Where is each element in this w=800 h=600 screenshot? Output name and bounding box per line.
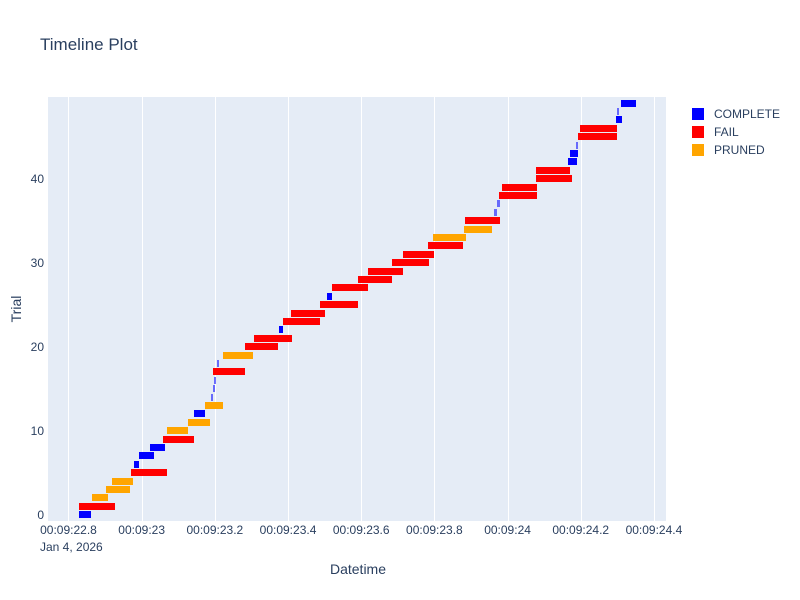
timeline-bar-trial-10[interactable] [166,427,189,435]
legend-swatch-icon [692,126,704,138]
timeline-bar-trial-15[interactable] [212,385,215,393]
x-gridline [141,97,143,521]
timeline-bar-trial-0[interactable] [79,511,91,519]
timeline-bar-trial-20[interactable] [244,343,278,351]
timeline-bar-trial-28[interactable] [357,276,392,284]
timeline-bar-trial-33[interactable] [432,234,466,242]
x-tick-label: 00:09:24 [484,523,531,537]
legend-label: FAIL [714,125,739,139]
timeline-bar-trial-24[interactable] [290,309,325,317]
timeline-bar-trial-9[interactable] [162,435,194,443]
timeline-bar-trial-39[interactable] [501,183,537,191]
timeline-bar-trial-49[interactable] [620,99,636,107]
timeline-bar-trial-8[interactable] [150,444,166,451]
timeline-bar-trial-1[interactable] [79,502,115,510]
timeline-bar-trial-4[interactable] [112,477,133,485]
timeline-bar-trial-34[interactable] [464,225,492,233]
timeline-bar-trial-29[interactable] [367,267,403,275]
timeline-bar-trial-14[interactable] [210,393,213,401]
timeline-bar-trial-42[interactable] [567,158,578,166]
timeline-bar-trial-36[interactable] [494,208,497,216]
timeline-bar-trial-23[interactable] [282,318,320,325]
timeline-bar-trial-3[interactable] [105,486,130,493]
y-tick-label: 0 [37,507,44,522]
legend-item-complete[interactable]: COMPLETE [692,107,781,121]
timeline-bar-trial-46[interactable] [579,124,617,132]
timeline-bar-trial-21[interactable] [254,334,293,342]
x-tick-label: 00:09:23.6 [332,523,390,537]
legend: COMPLETE FAIL PRUNED [692,107,781,162]
y-tick-label: 10 [30,423,44,438]
timeline-bar-trial-47[interactable] [615,116,623,124]
x-gridline [653,97,655,521]
x-tick-label: 00:09:22.8 [40,523,97,537]
x-axis-title: Datetime [329,561,387,577]
x-axis-date-label: Jan 4, 2026 [40,540,103,554]
timeline-bar-trial-19[interactable] [222,351,253,359]
timeline-bar-trial-7[interactable] [139,452,155,460]
x-tick-label: 00:09:23.2 [186,523,244,537]
chart-title: Timeline Plot [40,35,138,54]
x-tick-label: 00:09:24.4 [625,523,683,537]
timeline-bar-trial-12[interactable] [193,410,205,418]
timeline-bar-trial-44[interactable] [575,141,578,149]
y-axis-title: Trial [8,295,24,323]
timeline-bar-trial-40[interactable] [535,175,572,183]
legend-label: PRUNED [714,143,765,157]
timeline-bar-trial-31[interactable] [402,250,434,258]
timeline-bar-trial-25[interactable] [319,301,358,309]
y-tick-label: 30 [30,255,44,270]
timeline-bar-trial-5[interactable] [131,469,167,477]
legend-swatch-icon [692,144,704,156]
x-gridline [214,97,216,521]
timeline-bar-trial-18[interactable] [217,360,220,367]
x-gridline [361,97,363,521]
x-tick-label: 00:09:24.2 [552,523,610,537]
timeline-bar-trial-37[interactable] [496,200,500,208]
legend-label: COMPLETE [714,107,781,121]
timeline-bar-trial-35[interactable] [464,217,500,225]
x-tick-label: 00:09:23.8 [406,523,463,537]
x-gridline [434,97,436,521]
timeline-bar-trial-43[interactable] [569,150,578,158]
timeline-bar-trial-6[interactable] [133,460,140,468]
timeline-bar-trial-26[interactable] [326,292,332,300]
legend-item-fail[interactable]: FAIL [692,125,780,139]
y-tick-label: 40 [30,171,44,186]
timeline-bar-trial-38[interactable] [498,192,537,200]
timeline-bar-trial-2[interactable] [91,494,108,502]
timeline-bar-trial-22[interactable] [278,326,283,334]
y-tick-label: 20 [30,339,44,354]
x-gridline [288,97,290,521]
legend-item-pruned[interactable]: PRUNED [692,143,780,157]
timeline-bar-trial-11[interactable] [188,418,211,426]
timeline-bar-trial-13[interactable] [204,402,223,409]
timeline-bar-trial-32[interactable] [427,242,463,250]
x-gridline [68,97,70,521]
timeline-bar-trial-16[interactable] [214,376,217,384]
legend-swatch-icon [692,108,704,120]
plot-area[interactable] [48,97,666,521]
timeline-bar-trial-27[interactable] [331,284,368,292]
timeline-bar-trial-48[interactable] [616,108,620,116]
x-tick-label: 00:09:23.4 [259,523,317,537]
x-tick-label: 00:09:23 [118,523,166,537]
x-gridline [580,97,582,521]
timeline-bar-trial-17[interactable] [213,368,245,376]
timeline-bar-trial-30[interactable] [391,259,429,267]
timeline-bar-trial-41[interactable] [535,166,570,174]
timeline-bar-trial-45[interactable] [577,133,617,141]
x-gridline [507,97,509,521]
